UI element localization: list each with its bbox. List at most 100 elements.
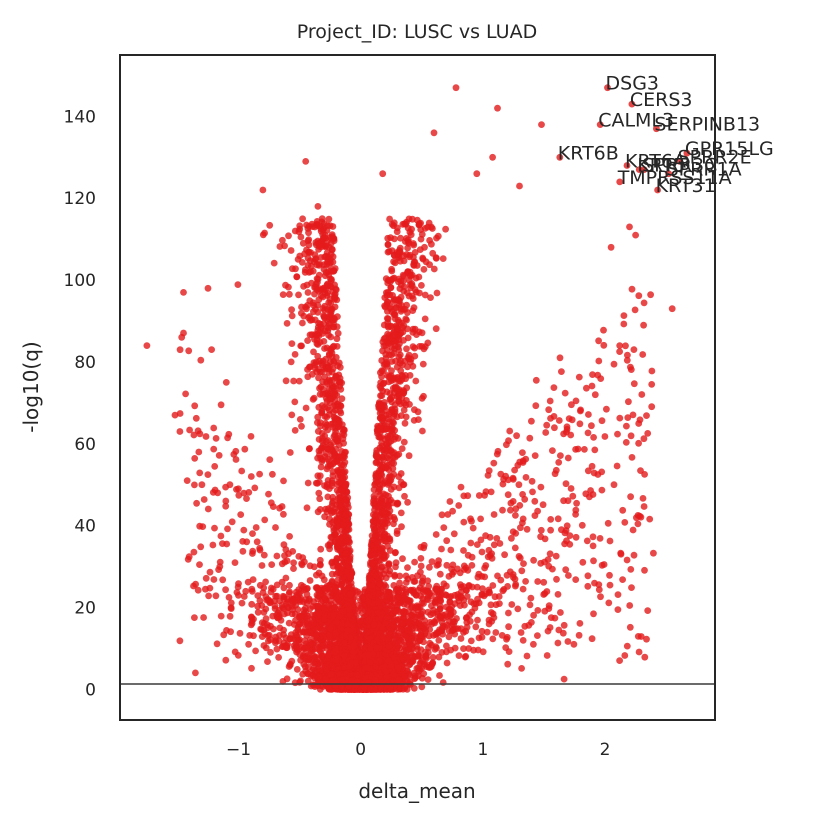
data-point [348,677,355,685]
data-point [306,297,314,305]
data-point [296,416,304,423]
data-point [384,322,392,330]
data-point [304,289,312,296]
data-point [328,276,335,283]
data-point [578,521,586,529]
data-point [299,319,306,327]
data-point [384,279,392,287]
data-point [333,335,341,343]
data-point [338,395,346,403]
data-point [382,355,390,362]
data-point [303,504,311,512]
data-point [433,289,441,297]
data-point [317,463,325,471]
data-point [304,366,311,373]
data-point [374,609,382,616]
data-point [384,481,392,488]
data-point [411,558,418,566]
data-point [279,236,286,244]
data-point [337,402,344,409]
data-point [385,560,393,567]
data-point [365,652,373,659]
data-point [397,509,405,517]
data-point [490,511,498,518]
data-point [390,331,398,339]
data-point [377,379,385,387]
data-point [297,233,305,241]
data-point [383,315,391,322]
data-point [258,562,266,569]
data-point [304,622,312,630]
data-point [219,576,227,584]
data-point [352,659,359,666]
data-point [292,617,299,624]
data-point [329,460,337,468]
data-point [403,301,410,309]
data-point [420,266,428,273]
data-point [372,480,379,487]
data-point [394,434,402,442]
data-point [626,623,634,631]
data-point [362,674,369,681]
data-point [340,639,348,647]
data-point [241,445,249,453]
data-point [391,385,399,392]
data-point [396,340,403,348]
data-point [377,369,384,377]
data-point [357,617,365,625]
data-point [293,273,301,281]
data-point [404,498,411,506]
data-point [285,589,293,597]
data-point [387,373,394,381]
data-point [552,552,560,560]
data-point [402,413,410,421]
data-point [364,679,372,686]
data-point [384,542,391,550]
data-point [445,633,453,641]
data-point [404,363,411,371]
data-point [325,369,333,376]
data-point [418,395,426,402]
data-point [254,608,262,616]
data-point [371,676,379,684]
data-point [374,539,382,547]
data-point [330,388,338,396]
data-point [252,647,259,655]
data-point [304,677,312,685]
data-point [336,498,344,506]
data-point [416,289,423,297]
data-point [275,654,282,661]
data-point [546,397,554,405]
data-point [457,483,465,491]
data-point [419,360,427,368]
data-point [411,325,419,333]
data-point [261,229,268,237]
data-point [298,259,306,266]
data-point [318,324,325,332]
data-point [390,514,398,521]
data-point [634,520,642,528]
data-point [304,262,312,269]
data-point [619,506,627,514]
data-point [222,586,230,594]
data-point [419,427,426,435]
data-point [402,585,409,593]
data-point [307,268,314,275]
data-point [478,633,486,641]
data-point [422,258,430,266]
data-point [375,433,383,441]
data-point [252,524,260,531]
data-point [316,472,324,480]
data-point [331,316,338,324]
data-point [313,286,321,293]
data-point [396,351,404,359]
data-point [309,223,316,231]
data-point [397,470,405,477]
data-point [505,623,512,631]
data-point [217,612,225,620]
data-point [621,652,629,659]
data-point [327,305,335,313]
data-point [631,306,639,314]
data-point [439,255,447,262]
